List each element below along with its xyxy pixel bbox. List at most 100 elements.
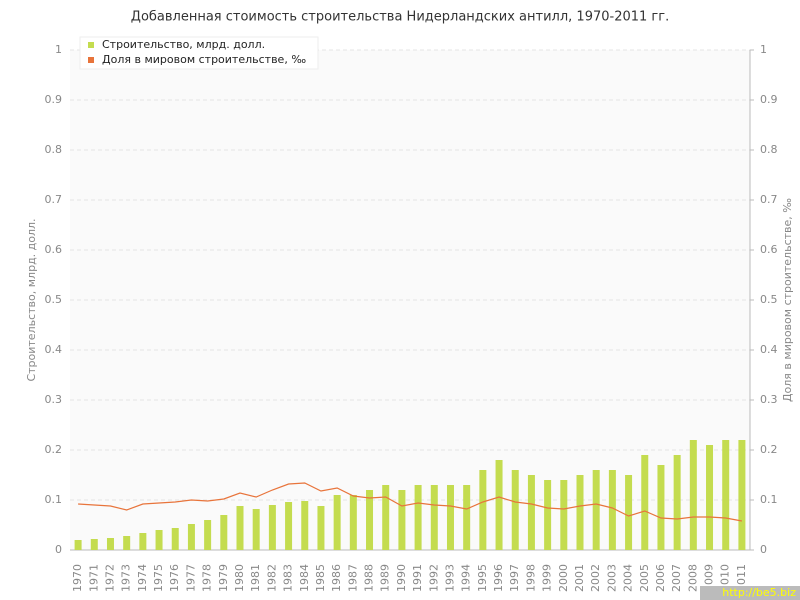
x-tick-label: 1975 (152, 564, 165, 592)
x-tick-label: 2002 (589, 564, 602, 592)
bar (285, 502, 293, 550)
bar (171, 528, 179, 550)
bar (317, 506, 325, 550)
y2-tick-label: 0.4 (760, 343, 778, 356)
bar (430, 485, 438, 550)
x-tick-label: 1998 (524, 564, 537, 592)
y-tick-label: 0.2 (45, 443, 63, 456)
x-tick-label: 2010 (719, 564, 732, 592)
bar (608, 470, 616, 550)
bar (446, 485, 454, 550)
y2-tick-label: 0.8 (760, 143, 778, 156)
bar (463, 485, 471, 550)
y2-tick-label: 0.6 (760, 243, 778, 256)
x-tick-label: 1984 (298, 564, 311, 592)
bar (106, 538, 114, 550)
x-tick-label: 1997 (508, 564, 521, 592)
bar (673, 455, 681, 550)
x-tick-label: 1980 (233, 564, 246, 592)
bar (576, 475, 584, 550)
y-tick-label: 0.4 (45, 343, 63, 356)
bar (706, 445, 714, 550)
y-tick-label: 0 (55, 543, 62, 556)
y2-axis-title: Доля в мировом строительстве, ‰ (781, 198, 794, 402)
x-tick-label: 2004 (622, 564, 635, 592)
y2-tick-label: 1 (760, 43, 767, 56)
legend-box (79, 36, 319, 70)
y-axis-title: Строительство, млрд. долл. (25, 218, 38, 381)
x-tick-label: 1996 (492, 564, 505, 592)
bar (544, 480, 552, 550)
x-tick-label: 1985 (314, 564, 327, 592)
x-tick-label: 1989 (379, 564, 392, 592)
x-tick-label: 2005 (638, 564, 651, 592)
x-tick-label: 1970 (71, 564, 84, 592)
x-tick-label: 1971 (87, 564, 100, 592)
bar (268, 505, 276, 550)
x-tick-label: 1987 (346, 564, 359, 592)
y-tick-label: 1 (55, 43, 62, 56)
x-tick-label: 1994 (460, 564, 473, 592)
y2-tick-label: 0 (760, 543, 767, 556)
line (78, 482, 743, 522)
y-tick-label: 0.5 (45, 293, 63, 306)
bar (398, 490, 406, 550)
x-tick-label: 1988 (363, 564, 376, 592)
y-tick-label: 0.8 (45, 143, 63, 156)
x-tick-label: 2007 (670, 564, 683, 592)
x-tick-label: 2001 (573, 564, 586, 592)
x-tick-label: 1979 (217, 564, 230, 592)
x-tick-label: 1981 (249, 564, 262, 592)
bar (236, 506, 244, 550)
x-tick-label: 1991 (411, 564, 424, 592)
x-tick-label: 1972 (103, 564, 116, 592)
y2-tick-label: 0.5 (760, 293, 778, 306)
legend-swatch (88, 57, 94, 63)
bar (252, 509, 260, 550)
bar (123, 536, 131, 550)
x-tick-label: 2000 (557, 564, 570, 592)
chart-title: Добавленная стоимость строительства Ниде… (131, 10, 669, 25)
x-tick-label: 1986 (330, 564, 343, 592)
watermark: http://be5.biz (722, 586, 796, 599)
x-tick-label: 2009 (703, 564, 716, 592)
y-tick-label: 0.1 (45, 493, 63, 506)
y-tick-label: 0.7 (45, 193, 63, 206)
x-tick-label: 1977 (184, 564, 197, 592)
x-tick-label: 1992 (427, 564, 440, 592)
x-tick-label: 2003 (605, 564, 618, 592)
y2-tick-label: 0.9 (760, 93, 778, 106)
y2-tick-label: 0.3 (760, 393, 778, 406)
y2-tick-label: 0.7 (760, 193, 778, 206)
bar (511, 470, 519, 550)
bar (333, 495, 341, 550)
bar (414, 485, 422, 550)
bar (349, 495, 357, 550)
bar (495, 460, 503, 550)
x-tick-label: 1982 (265, 564, 278, 592)
x-tick-label: 1999 (541, 564, 554, 592)
x-tick-label: 2008 (686, 564, 699, 592)
bar (722, 440, 730, 550)
bar (155, 530, 163, 550)
y-tick-label: 0.6 (45, 243, 63, 256)
y2-tick-label: 0.2 (760, 443, 778, 456)
bar (301, 501, 309, 550)
legend-swatch (88, 42, 94, 48)
bar (689, 440, 697, 550)
bar (366, 490, 374, 550)
bar (382, 485, 390, 550)
bar (625, 475, 633, 550)
bar (220, 515, 228, 550)
y2-tick-label: 0.1 (760, 493, 778, 506)
legend-label: Строительство, млрд. долл. (102, 38, 265, 51)
y-tick-label: 0.3 (45, 393, 63, 406)
bar (592, 470, 600, 550)
bar (139, 533, 147, 550)
bar (479, 470, 487, 550)
x-tick-label: 1990 (395, 564, 408, 592)
legend: Строительство, млрд. долл. Доля в мировом… (79, 36, 319, 70)
bar (90, 539, 98, 550)
